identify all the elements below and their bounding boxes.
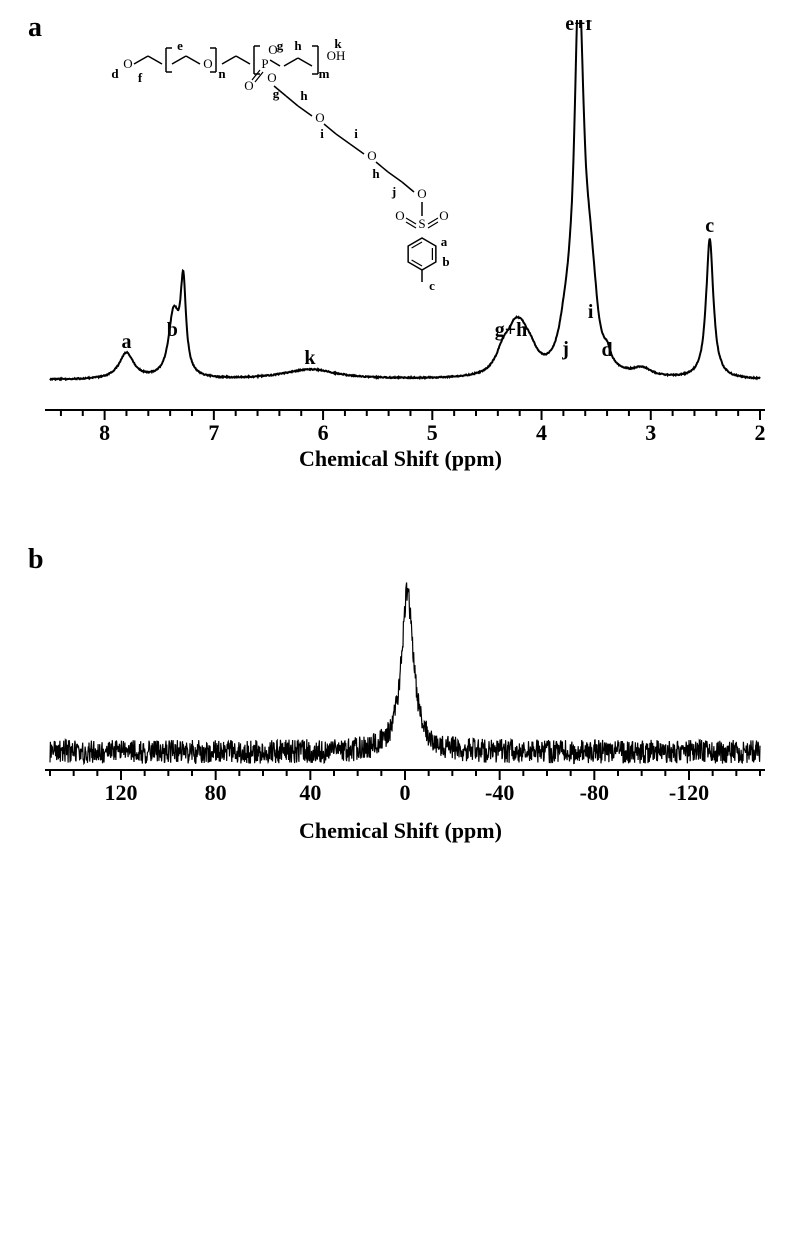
svg-text:j: j <box>561 338 569 360</box>
svg-text:7: 7 <box>208 420 219 445</box>
svg-text:b: b <box>442 254 449 269</box>
svg-text:O: O <box>395 208 404 223</box>
svg-text:m: m <box>319 66 330 81</box>
svg-text:a: a <box>441 234 448 249</box>
svg-text:O: O <box>244 78 253 93</box>
svg-text:S: S <box>418 216 425 231</box>
svg-text:c: c <box>429 278 435 293</box>
svg-text:a: a <box>121 331 131 353</box>
svg-text:i: i <box>588 301 594 323</box>
svg-text:n: n <box>218 66 226 81</box>
svg-text:8: 8 <box>99 420 110 445</box>
svg-text:0: 0 <box>400 780 411 805</box>
svg-text:O: O <box>267 70 276 85</box>
svg-text:c: c <box>705 215 714 237</box>
svg-text:3: 3 <box>645 420 656 445</box>
svg-text:g: g <box>277 38 284 53</box>
panel-b: b 12080400-40-80-120 Chemical Shift (ppm… <box>20 552 781 844</box>
panel-b-chart: 120 80 40 0 -40 -80 -120 <box>20 552 781 812</box>
svg-text:h: h <box>294 38 302 53</box>
svg-text:80: 80 <box>205 780 227 805</box>
svg-text:O: O <box>315 110 324 125</box>
svg-text:d: d <box>111 66 119 81</box>
svg-text:4: 4 <box>536 420 547 445</box>
svg-text:b: b <box>167 319 178 341</box>
svg-text:-80: -80 <box>580 780 609 805</box>
svg-text:h: h <box>372 166 380 181</box>
svg-text:k: k <box>334 36 342 51</box>
svg-text:120: 120 <box>105 780 138 805</box>
svg-text:e: e <box>177 38 183 53</box>
svg-text:6: 6 <box>318 420 329 445</box>
svg-text:-40: -40 <box>485 780 514 805</box>
svg-text:40: 40 <box>299 780 321 805</box>
svg-text:k: k <box>304 347 316 369</box>
panel-a-chart: 8765432abkg+he+fjidcdOfeOnPOOghmOHkOghOi… <box>20 20 781 440</box>
svg-text:e+f: e+f <box>565 20 592 35</box>
svg-text:5: 5 <box>427 420 438 445</box>
svg-text:2: 2 <box>755 420 766 445</box>
panel-b-axis-title: Chemical Shift (ppm) <box>20 818 781 844</box>
svg-text:f: f <box>138 70 143 85</box>
svg-text:d: d <box>602 339 613 361</box>
svg-text:O: O <box>367 148 376 163</box>
svg-text:-120: -120 <box>669 780 709 805</box>
svg-text:j: j <box>391 184 396 199</box>
svg-text:g: g <box>273 86 280 101</box>
panel-a: a 8765432abkg+he+fjidcdOfeOnPOOghmOHkOgh… <box>20 20 781 472</box>
svg-text:g+h: g+h <box>495 319 528 341</box>
svg-text:P: P <box>261 56 268 71</box>
panel-b-svg: 120 80 40 0 -40 -80 -120 <box>20 552 780 812</box>
panel-a-svg: 8765432abkg+he+fjidcdOfeOnPOOghmOHkOghOi… <box>20 20 780 450</box>
svg-text:h: h <box>300 88 308 103</box>
svg-text:O: O <box>123 56 132 71</box>
svg-text:i: i <box>320 126 324 141</box>
svg-text:O: O <box>203 56 212 71</box>
svg-text:i: i <box>354 126 358 141</box>
svg-text:O: O <box>417 186 426 201</box>
svg-text:O: O <box>439 208 448 223</box>
